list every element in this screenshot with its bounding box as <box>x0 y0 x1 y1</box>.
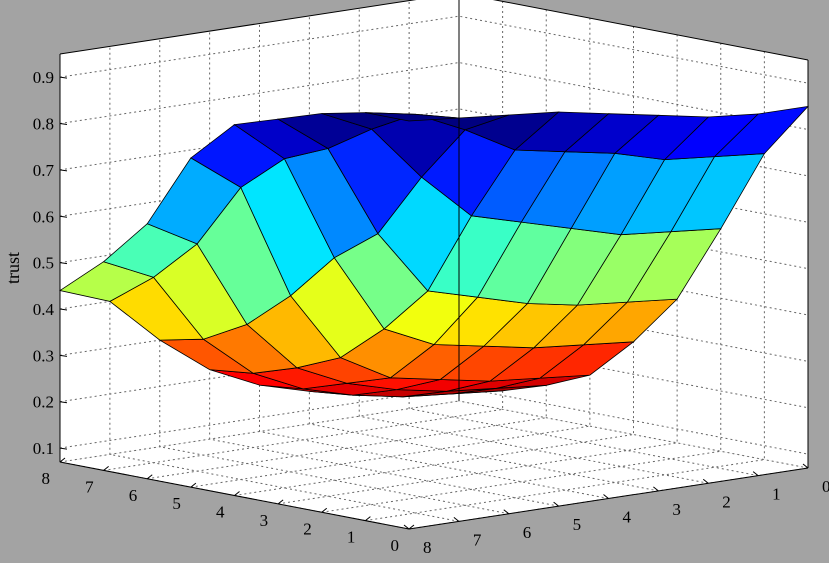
left-axis-tick-mark <box>408 524 415 530</box>
z-tick-mark <box>59 123 68 126</box>
z-tick-mark <box>59 354 68 357</box>
left-axis-tick-mark <box>59 457 66 463</box>
left-axis-tick-label: 1 <box>347 528 356 547</box>
right-axis-tick-label: 2 <box>722 492 731 511</box>
z-grid-line <box>59 15 809 84</box>
left-axis-tick-mark <box>234 491 240 496</box>
right-axis-tick-label: 3 <box>672 500 681 519</box>
left-axis-tick-label: 0 <box>391 536 400 555</box>
z-tick-label: 0.7 <box>33 161 55 180</box>
left-axis-tick-mark <box>321 507 328 513</box>
right-axis-tick-mark <box>752 471 759 477</box>
surface-cell <box>365 112 459 122</box>
z-tick-label: 0.1 <box>33 439 54 458</box>
right-axis-tick-label: 1 <box>772 485 781 504</box>
z-tick-label: 0.2 <box>33 393 54 412</box>
left-axis-tick-mark <box>277 499 284 505</box>
z-tick-label: 0.6 <box>33 207 54 226</box>
right-axis-tick-label: 6 <box>523 523 532 542</box>
z-tick-mark <box>59 215 68 218</box>
z-tick-label: 0.8 <box>33 115 54 134</box>
right-axis-tick-mark <box>603 494 609 499</box>
left-axis-tick-label: 5 <box>172 494 181 513</box>
left-axis-tick-label: 7 <box>85 477 94 496</box>
z-tick-mark <box>59 169 68 172</box>
z-tick-mark <box>59 401 68 404</box>
z-grid-line <box>59 247 809 316</box>
z-grid-line <box>59 340 809 409</box>
right-axis-tick-mark <box>653 486 659 492</box>
left-axis-tick-mark <box>190 482 197 488</box>
tick-labels: 0.1 0.2 0.3 0.4 0.5 0.6 0.7 0.8 0.9 8 7 6 5 4 3 2 1 0 8 7 6 5… <box>33 68 829 557</box>
z-grid-line <box>59 62 809 131</box>
left-axis-tick-mark <box>365 516 371 522</box>
right-axis-tick-mark <box>553 501 559 507</box>
left-axis-tick-label: 6 <box>129 486 138 505</box>
left-axis-tick-label: 3 <box>260 511 269 530</box>
right-axis-tick-label: 8 <box>423 538 432 557</box>
left-axis-tick-label: 4 <box>216 503 225 522</box>
floor-grid-line <box>358 8 709 484</box>
right-axis-tick-mark <box>702 478 709 484</box>
z-tick-mark <box>59 76 68 79</box>
left-axis-tick-label: 8 <box>42 469 51 488</box>
right-axis-tick-mark <box>503 509 510 515</box>
z-tick-mark <box>59 308 68 311</box>
floor-grid-line <box>408 0 759 477</box>
right-axis-tick-mark <box>403 524 410 530</box>
left-axis-tick-mark <box>146 474 153 480</box>
z-tick-mark <box>59 447 68 450</box>
z-tick-label: 0.5 <box>33 254 54 273</box>
right-axis-tick-label: 5 <box>573 515 582 534</box>
z-grid-line <box>59 386 809 455</box>
z-axis-label: trust <box>3 252 23 284</box>
z-tick-label: 0.3 <box>33 346 54 365</box>
right-axis-tick-label: 7 <box>473 530 482 549</box>
floor-grid-line <box>365 51 765 522</box>
right-axis-tick-label: 4 <box>623 508 632 527</box>
left-axis-tick-mark <box>103 465 109 471</box>
z-tick-label: 0.9 <box>33 68 54 87</box>
right-axis-tick-label: 0 <box>822 477 829 496</box>
left-axis-tick-label: 2 <box>303 519 312 538</box>
right-axis-tick-mark <box>802 463 809 469</box>
surface-mesh <box>58 105 810 398</box>
floor-grid-line <box>308 15 659 492</box>
z-grid-line <box>59 293 809 362</box>
box-top-edge <box>59 0 809 61</box>
z-tick-label: 0.4 <box>33 300 55 319</box>
z-tick-mark <box>59 262 68 265</box>
right-axis-tick-mark <box>453 516 460 522</box>
